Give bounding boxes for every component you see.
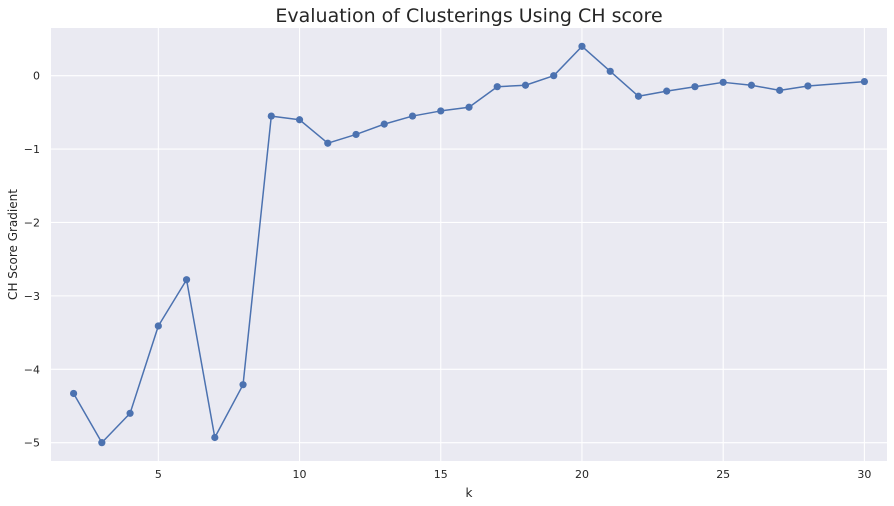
data-point — [465, 103, 473, 111]
data-point — [211, 433, 219, 442]
data-point — [380, 120, 388, 128]
x-tick-label: 5 — [155, 468, 162, 481]
x-tick-label: 30 — [857, 468, 871, 481]
data-point — [295, 116, 304, 124]
x-tick-label: 25 — [716, 468, 730, 481]
series-line — [72, 45, 865, 444]
data-point — [352, 130, 360, 139]
tick-labels: 5 10 15 20 25 30 −5 −4 −3 −2 −1 0 — [24, 70, 872, 481]
x-axis-label: k — [466, 486, 473, 500]
chart-title: Evaluation of Clusterings Using CH score — [275, 5, 662, 27]
data-point — [182, 276, 191, 284]
y-axis-label: CH Score Gradient — [6, 189, 20, 300]
x-tick-label: 10 — [293, 468, 307, 481]
data-point — [719, 78, 727, 86]
data-point — [126, 409, 134, 417]
data-point — [747, 81, 756, 89]
data-point — [69, 389, 78, 398]
y-tick-label: −1 — [24, 143, 40, 156]
data-point — [239, 381, 247, 389]
data-point — [804, 82, 812, 90]
x-tick-label: 20 — [575, 468, 589, 481]
data-point — [324, 139, 332, 147]
data-point — [860, 77, 869, 86]
data-point — [493, 83, 501, 91]
data-point — [437, 107, 445, 115]
data-point — [408, 112, 417, 120]
y-tick-label: −2 — [24, 216, 40, 229]
x-tick-label: 15 — [434, 468, 448, 481]
data-point — [550, 72, 558, 80]
data-point — [691, 83, 699, 91]
data-point — [606, 67, 614, 75]
y-tick-label: −5 — [24, 437, 40, 450]
data-point — [154, 322, 162, 330]
data-point — [267, 112, 275, 120]
y-tick-label: 0 — [33, 70, 40, 83]
plot-area — [51, 28, 887, 461]
series-layer — [69, 42, 869, 447]
grid-lines — [51, 28, 887, 461]
data-point — [634, 92, 643, 100]
data-point — [663, 87, 671, 95]
data-point — [578, 42, 586, 50]
data-point — [98, 439, 106, 447]
data-point — [776, 86, 784, 94]
y-tick-label: −4 — [24, 363, 40, 376]
y-tick-label: −3 — [24, 290, 40, 303]
data-point — [521, 81, 530, 89]
